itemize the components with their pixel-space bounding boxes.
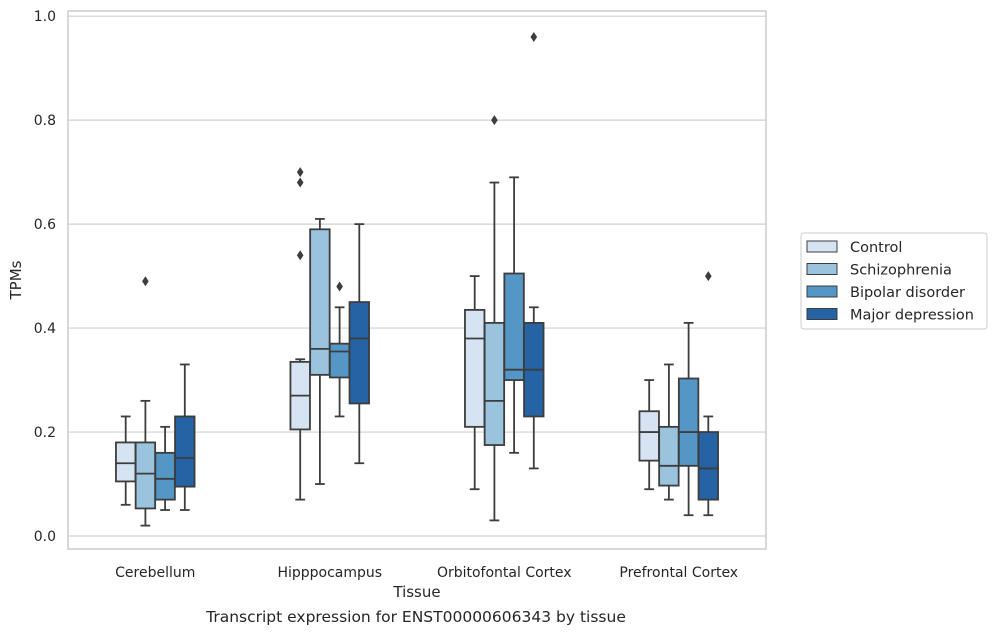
box-iqr — [503, 272, 525, 381]
box-iqr — [658, 425, 680, 487]
x-tick-label: Prefrontal Cortex — [619, 565, 738, 581]
box-iqr — [309, 228, 331, 376]
box-iqr — [638, 410, 660, 462]
box-iqr — [483, 321, 506, 446]
outlier-point — [296, 167, 304, 178]
outlier-point — [705, 271, 712, 282]
legend-label: Control — [850, 240, 902, 256]
x-axis-ticks: Cerebellum Hipppocampus Orbitofontal Corte… — [115, 565, 738, 581]
x-tick-label: Cerebellum — [115, 565, 195, 581]
y-tick-label: 0.4 — [34, 321, 56, 337]
box-iqr — [464, 308, 486, 428]
legend-swatch — [806, 263, 838, 275]
box-control — [289, 167, 311, 501]
box-schizophrenia — [658, 363, 680, 501]
y-tick-label: 0.6 — [34, 217, 56, 233]
box-bipolar-disorder — [677, 321, 700, 517]
legend-item: Schizophrenia — [806, 263, 952, 279]
box-iqr — [134, 441, 157, 510]
box-major-depression — [348, 223, 370, 465]
box-schizophrenia — [134, 276, 157, 527]
box-iqr — [697, 431, 719, 501]
legend-label: Major depression — [850, 308, 974, 324]
legend-swatch — [806, 240, 838, 253]
box-iqr — [154, 451, 176, 501]
legend-item: Major depression — [806, 308, 974, 324]
box-control — [464, 275, 486, 491]
box-bipolar-disorder — [503, 176, 525, 454]
outlier-point — [530, 31, 538, 42]
plot-area-frame — [67, 10, 767, 550]
y-tick-label: 0.8 — [34, 113, 56, 129]
figure-caption: Transcript expression for ENST0000060634… — [206, 608, 626, 626]
legend-item: Control — [806, 240, 902, 256]
legend-label: Bipolar disorder — [850, 285, 965, 301]
box-iqr — [677, 377, 700, 467]
box-schizophrenia — [483, 115, 506, 522]
y-tick-label: 0.2 — [34, 425, 56, 441]
outlier-point — [142, 276, 149, 287]
box-iqr — [115, 441, 137, 483]
legend-item: Bipolar disorder — [806, 285, 965, 301]
y-axis-ticks: 0.0 0.2 0.4 0.6 0.8 1.0 — [34, 9, 56, 545]
outlier-point — [296, 177, 304, 188]
legend: Control Schizophrenia Bipolar disorder Majo… — [800, 232, 988, 330]
y-axis-label: TPMs — [7, 260, 25, 300]
x-tick-label: Orbitofontal Cortex — [437, 565, 572, 581]
legend-swatch — [806, 285, 838, 298]
legend-frame — [800, 232, 988, 330]
outlier-point — [296, 250, 304, 261]
box-iqr — [174, 415, 196, 488]
box-plot-series — [115, 31, 719, 527]
y-tick-label: 1.0 — [34, 9, 56, 25]
outlier-point — [491, 115, 498, 126]
box-control — [638, 379, 660, 491]
box-major-depression — [697, 271, 719, 517]
box-iqr — [328, 342, 351, 379]
legend-swatch — [806, 308, 838, 320]
box-major-depression — [523, 31, 545, 470]
outlier-point — [336, 281, 343, 292]
box-iqr — [348, 301, 370, 405]
box-control — [115, 415, 137, 506]
x-axis-label: Tissue — [392, 583, 440, 601]
box-bipolar-disorder — [154, 425, 176, 511]
box-bipolar-disorder — [328, 281, 351, 418]
box-major-depression — [174, 363, 196, 511]
x-tick-label: Hipppocampus — [277, 565, 382, 581]
legend-label: Schizophrenia — [850, 263, 952, 279]
y-tick-label: 0.0 — [34, 529, 56, 545]
box-schizophrenia — [309, 218, 331, 485]
